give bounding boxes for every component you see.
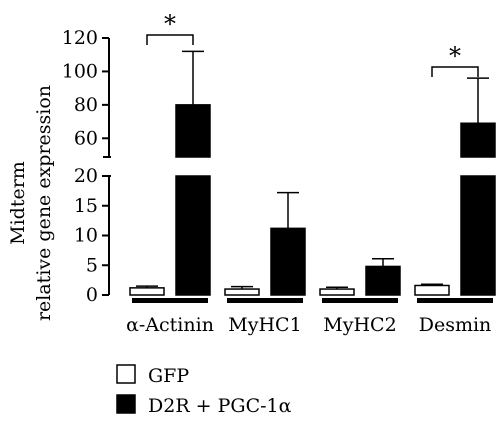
bar <box>175 175 211 296</box>
x-tick-label: α-Actinin <box>126 314 214 336</box>
significance-bracket <box>146 34 194 45</box>
bar <box>175 104 211 158</box>
significance-star: * <box>449 42 461 70</box>
bar <box>319 288 355 296</box>
y-tick-label: 20 <box>74 165 98 187</box>
category-underline <box>132 298 208 303</box>
x-tick-label: MyHC2 <box>323 314 396 336</box>
category-underline <box>227 298 303 303</box>
legend-swatch-gfp <box>116 364 136 384</box>
bar <box>224 288 260 296</box>
bar <box>365 265 401 296</box>
axes: 0 5 10 15 20 60 80 100 120 α-Actinin MyHC1 MyHC2 Des… <box>62 27 493 336</box>
bar <box>129 287 165 296</box>
bars <box>129 50 496 296</box>
x-tick-label: MyHC1 <box>228 314 301 336</box>
y-tick-label: 10 <box>74 225 98 247</box>
y-axis-label-line2: relative gene expression <box>33 85 55 321</box>
category-underline <box>417 298 493 303</box>
legend-swatch-d2r-pgc1a <box>116 394 136 414</box>
category-underline <box>322 298 398 303</box>
annotations: ** <box>146 10 479 77</box>
x-tick-label: Desmin <box>419 314 492 336</box>
y-tick-label: 60 <box>74 127 98 149</box>
y-tick-label: 100 <box>62 60 98 82</box>
y-axis-label-line1: Midterm <box>7 161 29 245</box>
significance-star: * <box>164 10 176 38</box>
y-tick-label: 5 <box>86 254 98 276</box>
legend-label-d2r-pgc1a: D2R + PGC-1α <box>148 395 292 417</box>
bar <box>460 122 496 158</box>
y-tick-label: 0 <box>86 284 98 306</box>
legend-label-gfp: GFP <box>148 365 189 387</box>
y-tick-label: 15 <box>74 195 98 217</box>
y-tick-label: 80 <box>74 94 98 116</box>
bar <box>414 284 450 296</box>
bar <box>460 175 496 296</box>
bar <box>270 227 306 296</box>
significance-bracket <box>431 66 479 77</box>
y-tick-label: 120 <box>62 27 98 49</box>
legend: GFP D2R + PGC-1α <box>116 364 292 417</box>
